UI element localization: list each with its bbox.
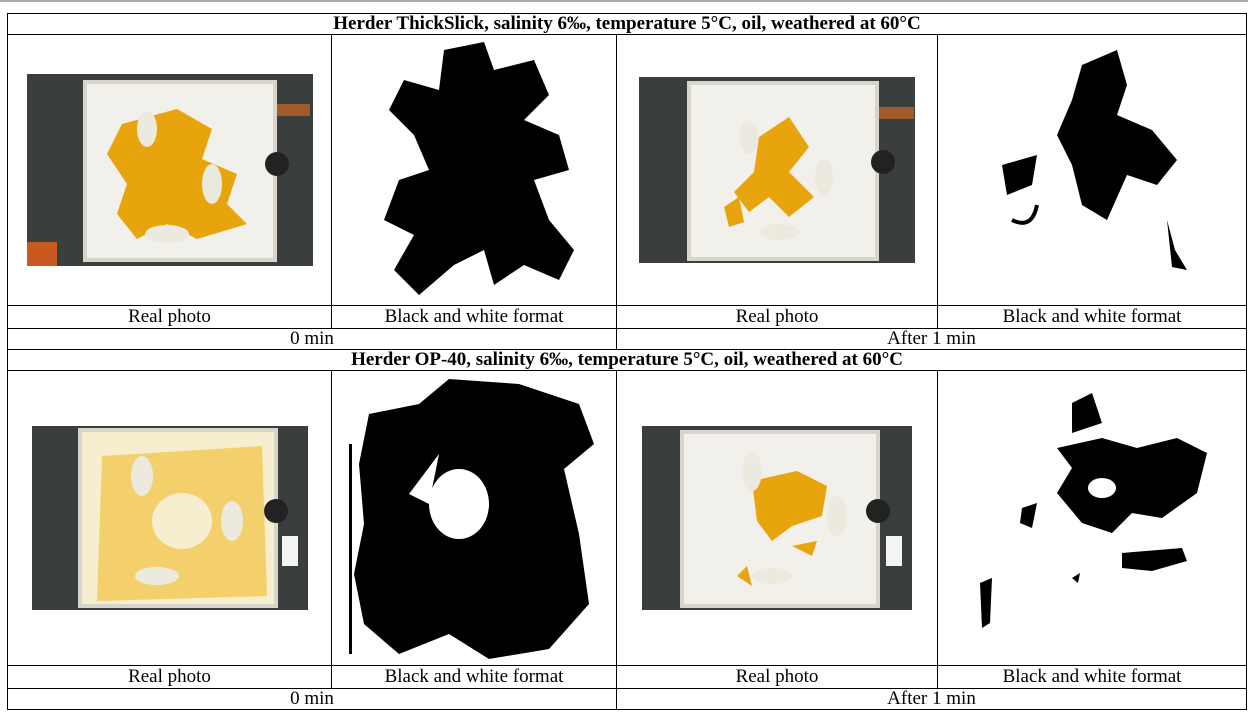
s2-real-photo-1min — [616, 370, 938, 666]
s1-time-0min: 0 min — [7, 328, 617, 350]
tray-photo-icon — [26, 74, 313, 266]
section-2-label-row: Real photo Black and white format Real p… — [7, 665, 1248, 689]
s2-bw-1min — [936, 370, 1248, 666]
s1-label-bw-format: Black and white format — [331, 305, 617, 329]
bw-slick-icon — [1002, 50, 1187, 270]
section-2-title-row: Herder OP-40, salinity 6‰, temperature 5… — [6, 349, 1248, 371]
tray-photo-icon — [639, 77, 915, 263]
tray-photo-icon — [31, 426, 308, 610]
section-1-image-row — [7, 34, 1248, 306]
s1-real-photo-1min — [616, 34, 938, 306]
s2-label-real-photo-2: Real photo — [616, 665, 938, 689]
s1-bw-1min — [936, 34, 1248, 306]
s2-real-photo-0min — [7, 370, 332, 666]
section-1-title-row: Herder ThickSlick, salinity 6‰, temperat… — [6, 13, 1248, 35]
section-2-image-row — [7, 370, 1248, 666]
section-1-label-row: Real photo Black and white format Real p… — [7, 305, 1248, 329]
s2-label-bw-format: Black and white format — [331, 665, 617, 689]
s2-time-0min: 0 min — [7, 688, 617, 710]
tray-photo-icon — [642, 426, 912, 610]
bw-slick-icon — [980, 393, 1207, 628]
s1-real-photo-0min — [7, 34, 332, 306]
s1-bw-0min — [331, 34, 617, 306]
s2-label-real-photo: Real photo — [7, 665, 332, 689]
s2-time-1min: After 1 min — [615, 688, 1248, 710]
top-rule — [0, 0, 1248, 6]
s2-label-bw-format-2: Black and white format — [936, 665, 1248, 689]
section-2-title: Herder OP-40, salinity 6‰, temperature 5… — [6, 349, 1248, 371]
s1-label-real-photo: Real photo — [7, 305, 332, 329]
s1-label-real-photo-2: Real photo — [616, 305, 938, 329]
s2-bw-0min — [331, 370, 617, 666]
results-table: Herder ThickSlick, salinity 6‰, temperat… — [6, 13, 1248, 710]
s1-label-bw-format-2: Black and white format — [936, 305, 1248, 329]
bw-slick-icon — [349, 379, 594, 659]
section-2-time-row: 0 min After 1 min — [7, 688, 1248, 710]
section-1-time-row: 0 min After 1 min — [7, 328, 1248, 350]
section-1-title: Herder ThickSlick, salinity 6‰, temperat… — [6, 13, 1248, 35]
bw-slick-icon — [384, 42, 574, 295]
s1-time-1min: After 1 min — [615, 328, 1248, 350]
